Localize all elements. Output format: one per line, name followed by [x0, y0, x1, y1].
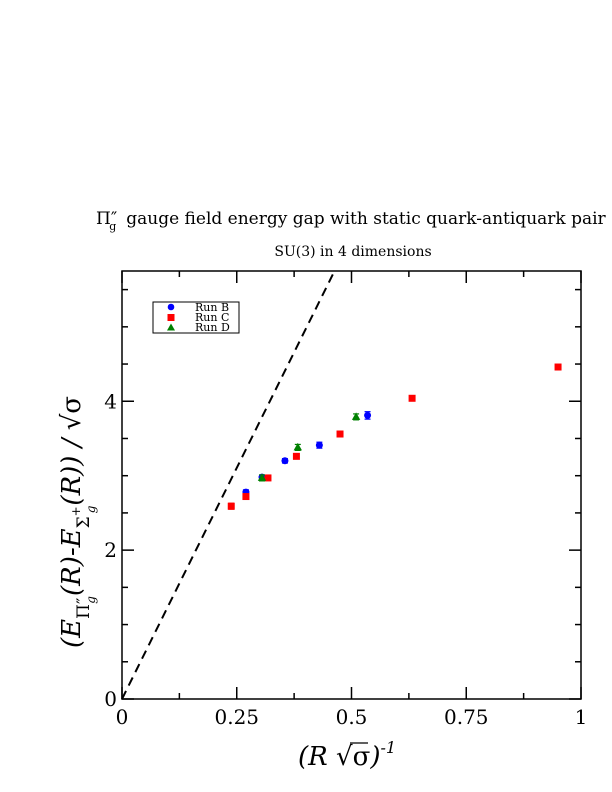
y-label-mid: (R)-E [57, 528, 87, 596]
y-label-sigma: σ [57, 396, 87, 414]
y-label-open: (E [57, 619, 87, 648]
reference-line [121, 270, 336, 700]
title-symbol: Π [96, 209, 111, 229]
x-tick-label: 0.75 [444, 705, 489, 729]
point-run-c [336, 430, 344, 438]
legend-label-run-b: Run B [195, 301, 229, 314]
axis-tick-labels: 0 0.25 0.5 0.75 1 0 2 4 [104, 389, 587, 729]
title-sub: g [109, 220, 116, 233]
y-axis-label: (EΠ″g(R)-EΣ+g(R)) / √σ [57, 396, 98, 648]
y-label-pi: Π″ [74, 598, 94, 619]
legend-marker-run-b [167, 303, 175, 311]
x-tick-label: 0.5 [336, 705, 368, 729]
x-tick-label: 1 [575, 705, 588, 729]
x-axis-label: (R √σ)-1 [298, 738, 396, 772]
x-tick-label: 0.25 [214, 705, 259, 729]
x-label-sqrt: √ [336, 742, 353, 772]
legend-marker-run-d [167, 323, 175, 331]
y-label-sqrt: √ [57, 413, 87, 430]
x-tick-label: 0 [116, 705, 129, 729]
x-label-close: ) [369, 742, 380, 772]
y-tick-label: 0 [104, 687, 117, 711]
x-label-open: (R [298, 742, 336, 772]
chart-title: Π″g gauge field energy gap with static qu… [96, 209, 607, 233]
y-tick-label: 2 [104, 538, 117, 562]
data-points [227, 363, 562, 510]
y-label-sigma-plus: Σ [74, 516, 94, 528]
point-run-c [554, 363, 562, 371]
legend-marker-run-c [167, 314, 175, 321]
y-label-close: (R)) / [57, 430, 87, 505]
point-run-b [281, 457, 289, 465]
x-label-exp: -1 [380, 738, 396, 757]
y-label-plus: + [69, 506, 83, 516]
title-primes: ″ [111, 209, 117, 229]
point-run-b [364, 411, 372, 419]
y-label-sub-g1: g [84, 596, 98, 604]
y-tick-label: 4 [104, 389, 117, 413]
chart-subtitle: SU(3) in 4 dimensions [274, 244, 431, 260]
reference-line-group [121, 270, 336, 700]
legend-label-run-c: Run C [195, 311, 229, 324]
point-run-d [351, 412, 361, 420]
title-rest: gauge field energy gap with static quark… [126, 209, 606, 229]
point-run-c [292, 452, 300, 460]
legend: Run B Run C Run D [152, 301, 240, 334]
point-run-b [315, 441, 323, 449]
point-run-c [408, 394, 416, 402]
point-run-c [242, 493, 250, 501]
plot-frame [121, 270, 582, 700]
y-label-sub-g2: g [84, 505, 98, 513]
x-label-sigma: σ [353, 742, 371, 772]
point-run-c [227, 502, 235, 510]
point-run-d [257, 473, 267, 481]
axis-ticks [121, 271, 582, 700]
point-run-d [293, 442, 302, 451]
point-run-c [264, 474, 272, 482]
legend-box [152, 301, 240, 334]
legend-label-run-d: Run D [195, 321, 230, 334]
